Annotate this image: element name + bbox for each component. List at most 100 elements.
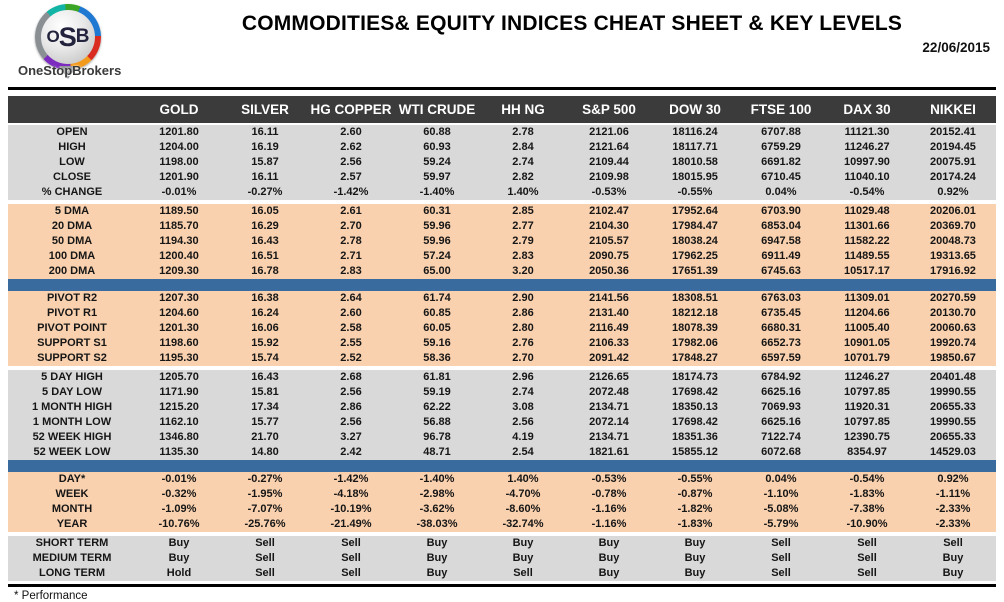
cell-value: 14529.03 [910, 445, 996, 460]
cell-value: 15.81 [222, 385, 308, 400]
cell-value: 2.76 [480, 336, 566, 351]
signal-value: Buy [394, 551, 480, 566]
cell-value: -1.82% [652, 502, 738, 517]
cell-value: 16.11 [222, 170, 308, 185]
cell-value: 1198.60 [136, 336, 222, 351]
cell-value: 60.31 [394, 204, 480, 219]
cell-value: -21.49% [308, 517, 394, 532]
cell-value: 2.64 [308, 291, 394, 306]
column-header: SILVER [222, 96, 308, 125]
cell-value: 2.58 [308, 321, 394, 336]
cell-value: 17698.42 [652, 385, 738, 400]
row-label: PIVOT R2 [8, 291, 136, 306]
monogram-letter: S [58, 21, 77, 52]
cell-value: 11029.48 [824, 204, 910, 219]
cell-value: 15855.12 [652, 445, 738, 460]
cell-value: 18116.24 [652, 124, 738, 140]
page-title: COMMODITIES& EQUITY INDICES CHEAT SHEET … [241, 12, 903, 35]
cell-value: -38.03% [394, 517, 480, 532]
cell-value: 0.92% [910, 472, 996, 487]
table-row: 200 DMA 1209.30 16.78 2.83 65.00 3.20 2050.36 1… [8, 264, 996, 279]
row-label: YEAR [8, 517, 136, 532]
cell-value: 0.92% [910, 185, 996, 200]
signal-value: Buy [566, 551, 652, 566]
cell-value: -0.27% [222, 472, 308, 487]
cell-value: -0.78% [566, 487, 652, 502]
cell-value: 10701.79 [824, 351, 910, 366]
signal-value: Sell [222, 536, 308, 551]
cell-value: -0.54% [824, 472, 910, 487]
cell-value: 2.55 [308, 336, 394, 351]
cell-value: 2.56 [308, 155, 394, 170]
table-row: 5 DAY LOW 1171.90 15.81 2.56 59.19 2.74 2072.4… [8, 385, 996, 400]
cell-value: 20194.45 [910, 140, 996, 155]
row-label: 5 DAY HIGH [8, 370, 136, 385]
cell-value: 59.19 [394, 385, 480, 400]
signal-value: Buy [910, 566, 996, 581]
cell-value: 1201.90 [136, 170, 222, 185]
cell-value: 2072.48 [566, 385, 652, 400]
cell-value: -0.53% [566, 185, 652, 200]
cell-value: 4.19 [480, 430, 566, 445]
cell-value: 8354.97 [824, 445, 910, 460]
monogram-letter: O [46, 27, 60, 46]
row-label: PIVOT R1 [8, 306, 136, 321]
cell-value: 6625.16 [738, 415, 824, 430]
footnote-divider [8, 584, 996, 587]
cell-value: 60.88 [394, 124, 480, 140]
cell-value: 18117.71 [652, 140, 738, 155]
cell-value: -1.09% [136, 502, 222, 517]
cell-value: 2.68 [308, 370, 394, 385]
table-row: 52 WEEK LOW 1135.30 14.80 2.42 48.71 2.54 1821… [8, 445, 996, 460]
table-row: WEEK -0.32% -1.95% -4.18% -2.98% -4.70% -0.78%… [8, 487, 996, 502]
signal-value: Buy [136, 551, 222, 566]
signal-value: Sell [824, 536, 910, 551]
report-date: 22/06/2015 [922, 40, 990, 55]
cell-value: 19920.74 [910, 336, 996, 351]
logo-pin-tail-icon [59, 66, 77, 79]
cell-value: 20206.01 [910, 204, 996, 219]
cell-value: 6597.59 [738, 351, 824, 366]
column-header: WTI CRUDE [394, 96, 480, 125]
cell-value: 6710.45 [738, 170, 824, 185]
cell-value: 2.74 [480, 155, 566, 170]
table-row: % CHANGE -0.01% -0.27% -1.42% -1.40% 1.40% -0.… [8, 185, 996, 200]
header-divider [8, 87, 996, 90]
signal-value: Hold [136, 566, 222, 581]
cell-value: 16.43 [222, 234, 308, 249]
cell-value: 20075.91 [910, 155, 996, 170]
signal-value: Sell [738, 566, 824, 581]
section-separator [8, 460, 996, 472]
cell-value: 2134.71 [566, 430, 652, 445]
cell-value: 17952.64 [652, 204, 738, 219]
row-label: 5 DMA [8, 204, 136, 219]
cell-value: 2.79 [480, 234, 566, 249]
cell-value: 1201.80 [136, 124, 222, 140]
cell-value: 2.60 [308, 306, 394, 321]
row-label: WEEK [8, 487, 136, 502]
cell-value: 18212.18 [652, 306, 738, 321]
cell-value: 14.80 [222, 445, 308, 460]
cell-value: 2090.75 [566, 249, 652, 264]
cell-value: 20655.33 [910, 400, 996, 415]
column-header-row: GOLD SILVER HG COPPER WTI CRUDE HH NG S&P 500… [8, 96, 996, 125]
cell-value: -0.87% [652, 487, 738, 502]
footnote: * Performance [14, 590, 88, 602]
cell-value: 7122.74 [738, 430, 824, 445]
cell-value: -1.42% [308, 185, 394, 200]
cell-value: 62.22 [394, 400, 480, 415]
cell-value: -0.01% [136, 185, 222, 200]
cell-value: 17.34 [222, 400, 308, 415]
table-body: OPEN 1201.80 16.11 2.60 60.88 2.78 2121.06 1811… [8, 124, 996, 581]
cell-value: 1185.70 [136, 219, 222, 234]
cell-value: -1.40% [394, 185, 480, 200]
cell-value: 2.78 [308, 234, 394, 249]
table-row: MONTH -1.09% -7.07% -10.19% -3.62% -8.60% -1.1… [8, 502, 996, 517]
cell-value: 3.27 [308, 430, 394, 445]
signal-value: Buy [910, 551, 996, 566]
cell-value: -1.95% [222, 487, 308, 502]
row-label: PIVOT POINT [8, 321, 136, 336]
cell-value: 2.56 [308, 415, 394, 430]
cell-value: 11301.66 [824, 219, 910, 234]
cell-value: 1194.30 [136, 234, 222, 249]
